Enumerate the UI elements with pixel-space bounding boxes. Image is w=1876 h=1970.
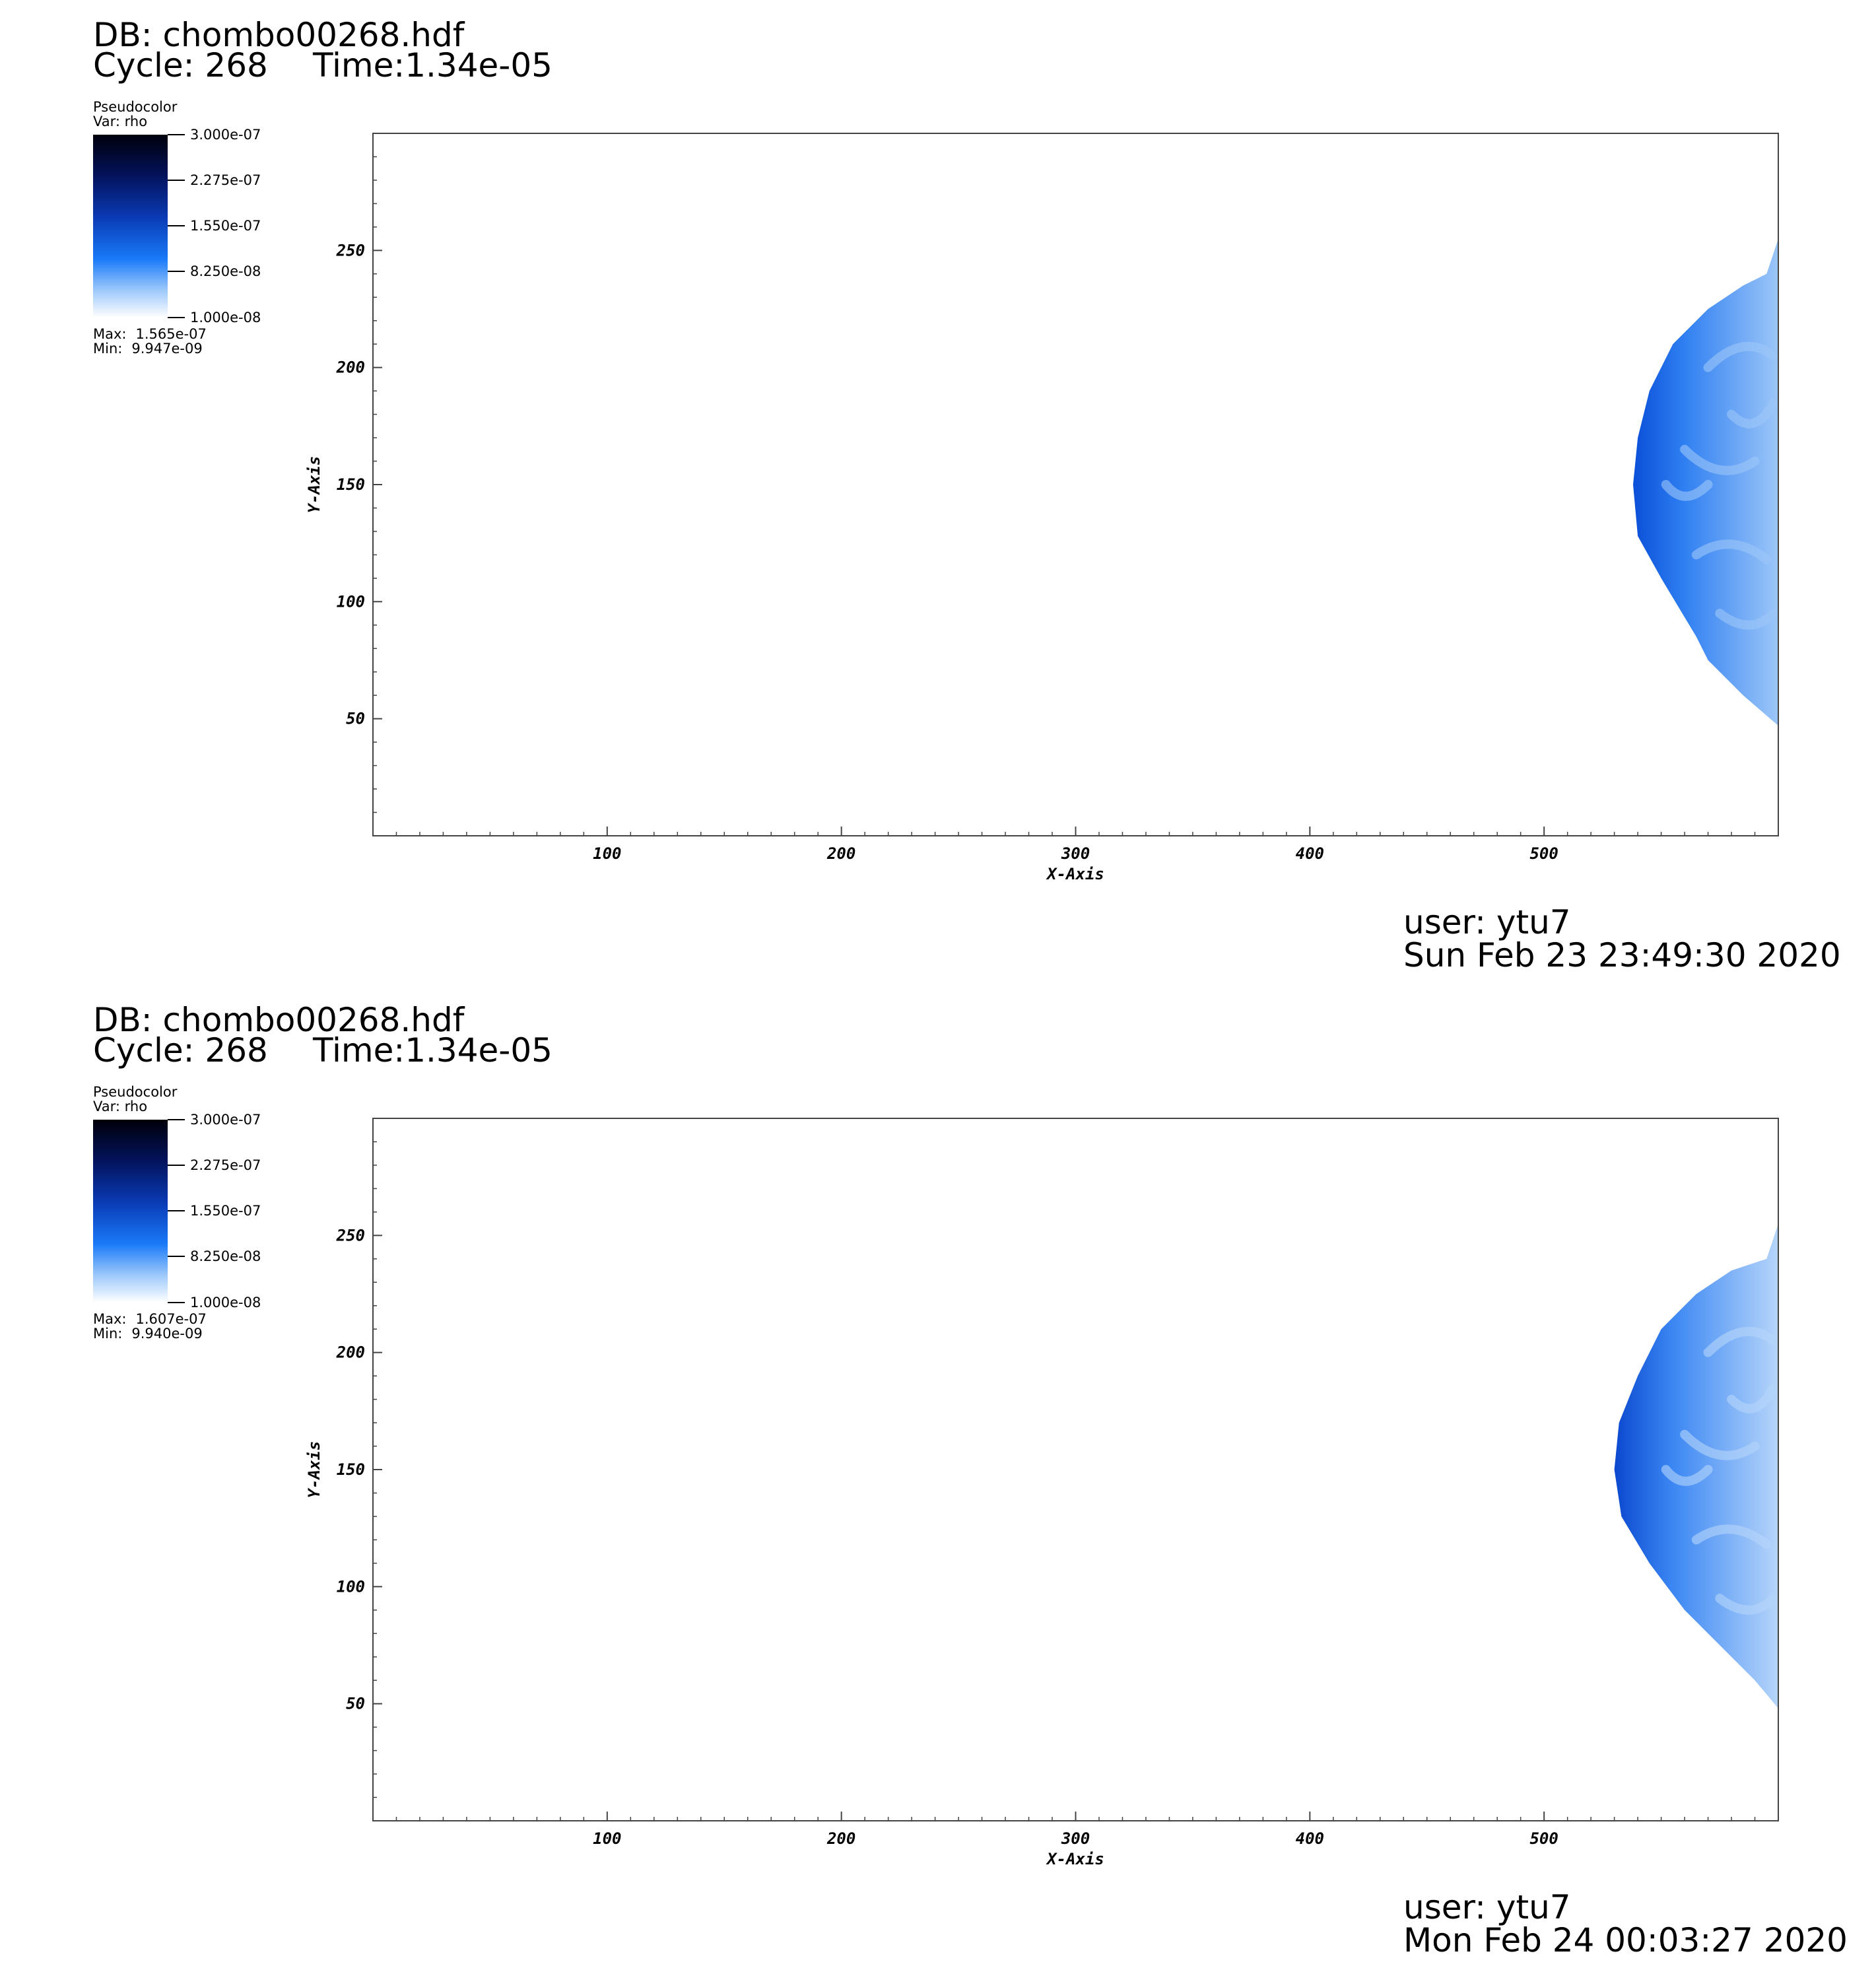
y-tick-label: 50 (346, 710, 365, 728)
y-tick-label: 150 (337, 475, 365, 494)
legend-var: Var: rho (93, 114, 148, 129)
colorbar-tick (168, 1165, 185, 1166)
y-tick-label: 50 (346, 1695, 365, 1713)
legend-max: Max: 1.607e-07 (93, 1312, 207, 1326)
density-swirl (1661, 480, 1713, 501)
density-region (1614, 1223, 1778, 1709)
db-label: DB: chombo00268.hdf (93, 1001, 465, 1039)
footer-date: Sun Feb 23 23:49:30 2020 (1403, 936, 1841, 974)
x-tick-label: 500 (1529, 844, 1558, 863)
y-axis-title: Y-Axis (305, 456, 323, 514)
cycle-label: Cycle: 268 (93, 1031, 268, 1070)
density-region (1633, 238, 1778, 726)
y-tick-label: 200 (336, 1343, 365, 1362)
y-tick-label: 150 (337, 1460, 365, 1479)
colorbar-tick (168, 1119, 185, 1120)
x-tick-label: 300 (1061, 844, 1090, 863)
time-label: Time:1.34e-05 (313, 1031, 553, 1070)
plot-panel-bottom: DB: chombo00268.hdf Cycle: 268 Time:1.34… (0, 985, 1876, 1970)
time-label: Time:1.34e-05 (313, 46, 553, 85)
y-tick-label: 200 (336, 358, 365, 377)
y-tick-label: 100 (337, 592, 365, 611)
density-swirl (1715, 1594, 1778, 1615)
legend-max-label: Max: (93, 326, 127, 342)
legend-max-value: 1.565e-07 (135, 326, 207, 342)
colorbar-label: 3.000e-07 (190, 1112, 261, 1128)
x-axis-title: X-Axis (1046, 865, 1104, 883)
density-swirl (1703, 341, 1778, 372)
colorbar-label: 1.000e-08 (190, 310, 261, 325)
colorbar-tick (168, 271, 185, 272)
colorbar-tick (168, 134, 185, 135)
colorbar-tick (168, 225, 185, 226)
colorbar-label: 2.275e-07 (190, 172, 261, 188)
legend-min-value: 9.940e-09 (131, 1326, 203, 1342)
colorbar-tick (168, 1302, 185, 1303)
colorbar-label: 2.275e-07 (190, 1157, 261, 1173)
x-axis-title: X-Axis (1046, 1850, 1104, 1868)
y-axis-title: Y-Axis (305, 1441, 323, 1499)
x-tick-label: 500 (1529, 1829, 1558, 1848)
footer-user: user: ytu7 (1403, 903, 1571, 941)
legend-var: Var: rho (93, 1099, 148, 1114)
y-tick-label: 100 (337, 1577, 365, 1596)
legend-min: Min: 9.940e-09 (93, 1326, 203, 1341)
colorbar-label: 8.250e-08 (190, 263, 261, 279)
footer-date: Mon Feb 24 00:03:27 2020 (1403, 1921, 1848, 1959)
db-label: DB: chombo00268.hdf (93, 16, 465, 54)
footer-user: user: ytu7 (1403, 1888, 1571, 1926)
x-tick-label: 200 (826, 1829, 855, 1848)
plot-area: 100 200 300 400 500 50 100 150 200 250 X-Axis Y-Axi… (305, 133, 1779, 883)
x-tick-label: 400 (1296, 844, 1324, 863)
density-swirl (1703, 1326, 1778, 1357)
density-swirl (1727, 1382, 1778, 1413)
colorbar (93, 1120, 168, 1303)
density-swirl (1715, 609, 1778, 630)
plot-panel-top: DB: chombo00268.hdf Cycle: 268 Time:1.34… (93, 16, 1841, 974)
colorbar-tick (168, 180, 185, 181)
density-swirl (1691, 1524, 1772, 1549)
plot-area: 100 200 300 400 500 50 100 150 200 250 X-Axis Y-Axi… (305, 1118, 1779, 1868)
plot-frame (372, 1118, 1779, 1821)
legend-min-label: Min: (93, 341, 123, 357)
colorbar (93, 135, 168, 318)
cycle-label: Cycle: 268 (93, 46, 268, 85)
colorbar-tick (168, 1256, 185, 1257)
colorbar-label: 1.000e-08 (190, 1295, 261, 1310)
legend-max-label: Max: (93, 1311, 127, 1327)
colorbar-tick (168, 317, 185, 318)
colorbar-label: 1.550e-07 (190, 218, 261, 234)
legend-title: Pseudocolor (93, 99, 178, 115)
density-swirl (1680, 444, 1760, 475)
x-tick-label: 200 (826, 844, 855, 863)
legend-title: Pseudocolor (93, 1084, 178, 1100)
x-tick-label: 400 (1296, 1829, 1324, 1848)
y-tick-label: 250 (336, 1226, 365, 1244)
colorbar-label: 8.250e-08 (190, 1248, 261, 1264)
legend-max: Max: 1.565e-07 (93, 327, 207, 341)
density-front (1614, 1223, 1778, 1709)
y-tick-label: 250 (336, 241, 365, 259)
density-swirl (1680, 1429, 1760, 1460)
density-swirl (1661, 1465, 1713, 1486)
legend-min: Min: 9.947e-09 (93, 341, 203, 356)
density-swirl (1691, 539, 1772, 564)
plot-frame (372, 133, 1779, 836)
x-tick-label: 300 (1061, 1829, 1090, 1848)
colorbar-label: 1.550e-07 (190, 1203, 261, 1219)
legend-max-value: 1.607e-07 (135, 1311, 207, 1327)
density-swirl (1727, 397, 1778, 428)
legend-min-label: Min: (93, 1326, 123, 1342)
colorbar-tick (168, 1210, 185, 1211)
x-tick-label: 100 (593, 1829, 621, 1848)
x-tick-label: 100 (593, 844, 621, 863)
colorbar-label: 3.000e-07 (190, 127, 261, 143)
legend-min-value: 9.947e-09 (131, 341, 203, 357)
